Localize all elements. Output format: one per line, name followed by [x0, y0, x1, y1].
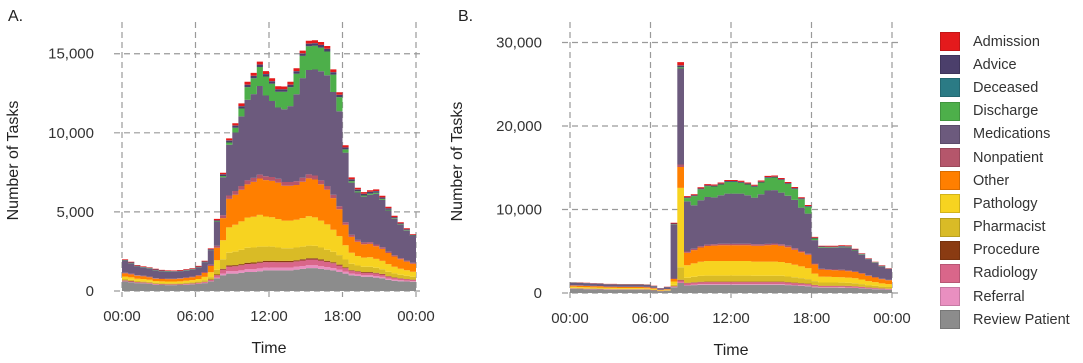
legend-item: Referral	[940, 285, 1070, 308]
legend-label: Nonpatient	[973, 149, 1044, 166]
area-series-pharmacist	[570, 267, 892, 291]
legend-swatch	[940, 32, 960, 52]
y-tick-label: 0	[534, 285, 542, 302]
area-series-other	[122, 178, 416, 282]
legend-item: Discharge	[940, 100, 1070, 123]
legend-swatch	[940, 194, 960, 214]
legend-swatch	[940, 171, 960, 191]
legend-label: Admission	[973, 33, 1040, 50]
legend-swatch	[940, 124, 960, 144]
x-tick-label: 00:00	[397, 308, 435, 325]
x-tick-label: 12:00	[250, 308, 288, 325]
legend-swatch	[940, 310, 960, 330]
area-series-review-patient	[122, 268, 416, 291]
legend-item: Medications	[940, 123, 1070, 146]
area-series-referral	[570, 282, 892, 292]
legend-label: Deceased	[973, 79, 1039, 96]
y-axis-title: Number of Tasks	[5, 101, 22, 221]
panel-b-letter: B.	[458, 8, 474, 25]
x-tick-label: 12:00	[712, 310, 750, 327]
legend-label: Pharmacist	[973, 219, 1046, 236]
legend-swatch	[940, 101, 960, 121]
y-tick-label: 15,000	[48, 46, 94, 63]
stacked-areas	[122, 40, 416, 291]
x-tick-label: 00:00	[551, 310, 589, 327]
legend-item: Pathology	[940, 192, 1070, 215]
y-tick-label: 10,000	[496, 202, 542, 219]
legend-swatch	[940, 287, 960, 307]
y-tick-label: 10,000	[48, 125, 94, 142]
legend-item: Pharmacist	[940, 216, 1070, 239]
legend-swatch	[940, 217, 960, 237]
area-series-pathology	[122, 214, 416, 284]
legend-label: Medications	[973, 126, 1051, 143]
stacked-areas	[570, 62, 892, 293]
y-tick-label: 20,000	[496, 118, 542, 135]
panel-a-letter: A.	[8, 8, 24, 25]
x-tick-label: 06:00	[632, 310, 670, 327]
area-series-medications	[570, 68, 892, 290]
y-tick-label: 30,000	[496, 35, 542, 52]
y-tick-label: 0	[86, 283, 94, 300]
legend-label: Discharge	[973, 103, 1039, 120]
legend-label: Procedure	[973, 242, 1040, 259]
x-tick-label: 00:00	[103, 308, 141, 325]
x-tick-label: 06:00	[177, 308, 215, 325]
legend-item: Other	[940, 169, 1070, 192]
legend-swatch	[940, 263, 960, 283]
legend-item: Review Patient	[940, 308, 1070, 331]
area-series-discharge	[122, 45, 416, 272]
legend-item: Nonpatient	[940, 146, 1070, 169]
area-series-pathology	[570, 187, 892, 291]
x-tick-label: 18:00	[793, 310, 831, 327]
legend-label: Review Patient	[973, 311, 1070, 328]
legend-swatch	[940, 148, 960, 168]
x-axis-title: Time	[252, 340, 287, 357]
legend-label: Referral	[973, 288, 1025, 305]
legend-label: Advice	[973, 56, 1017, 73]
x-axis-title: Time	[714, 342, 749, 359]
area-series-medications	[122, 69, 416, 279]
legend: Admission Advice Deceased Discharge Medicati…	[940, 30, 1070, 331]
area-series-radiology	[570, 280, 892, 292]
x-tick-label: 18:00	[324, 308, 362, 325]
y-tick-label: 5,000	[56, 204, 94, 221]
x-tick-label: 00:00	[873, 310, 911, 327]
legend-label: Other	[973, 172, 1010, 189]
legend-swatch	[940, 240, 960, 260]
legend-item: Admission	[940, 30, 1070, 53]
legend-label: Pathology	[973, 195, 1038, 212]
legend-item: Radiology	[940, 262, 1070, 285]
legend-item: Procedure	[940, 239, 1070, 262]
legend-swatch	[940, 78, 960, 98]
legend-label: Radiology	[973, 265, 1038, 282]
y-axis-title: Number of Tasks	[449, 102, 466, 222]
area-series-procedure	[570, 279, 892, 292]
legend-swatch	[940, 55, 960, 75]
legend-item: Advice	[940, 53, 1070, 76]
legend-item: Deceased	[940, 76, 1070, 99]
